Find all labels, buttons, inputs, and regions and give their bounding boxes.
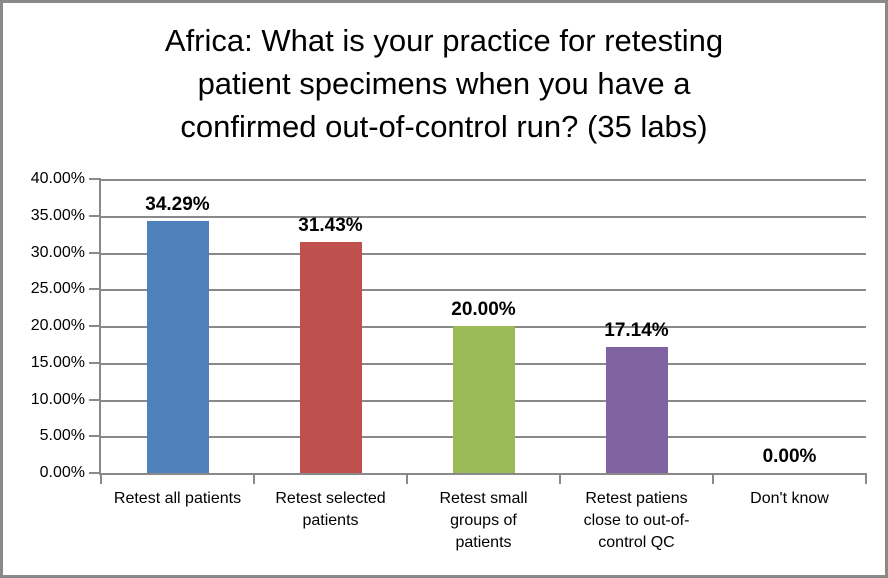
y-axis-tick-label: 35.00% (30, 206, 85, 224)
bar-value-label: 20.00% (451, 299, 516, 320)
y-axis-tick (89, 398, 101, 401)
y-axis-tick-label: 5.00% (39, 427, 85, 445)
y-axis-tick-label: 0.00% (39, 464, 85, 481)
x-axis-category-label: Retest small groups of patients (439, 490, 528, 551)
chart-title: Africa: What is your practice for retest… (164, 23, 724, 144)
bar-value-label: 0.00% (762, 446, 817, 467)
y-axis-tick (89, 214, 101, 217)
x-axis-tick (406, 473, 408, 484)
gridline (101, 179, 866, 181)
y-axis-tick-label: 20.00% (30, 317, 85, 334)
category-slot: 34.29% Retest all patients (101, 179, 254, 507)
y-axis-tick-label: 10.00% (30, 390, 85, 408)
x-axis-category-label: Retest selected patients (275, 490, 386, 529)
category-slot: 20.00% Retest small groups of patients (407, 179, 560, 551)
x-axis-tick (253, 473, 255, 484)
y-axis-tick (89, 325, 101, 327)
x-axis-tick (712, 473, 714, 484)
category-slot: 17.14% Retest patiens close to out-of- co… (560, 179, 713, 551)
bar-value-label: 31.43% (298, 215, 363, 236)
y-axis-tick-label: 40.00% (30, 170, 85, 187)
bar-value-label: 17.14% (604, 320, 669, 342)
category-slot: 0.00% Don't know (713, 179, 866, 507)
bar-value-label: 34.29% (145, 193, 210, 215)
bar (452, 326, 515, 473)
plot-area: 0.00% 5.00% 10.00% 15.00% 20.00% 25.00% 30.00%… (31, 170, 867, 551)
x-axis-tick (559, 473, 561, 484)
x-axis-tick (100, 473, 102, 484)
y-axis-tick (89, 472, 101, 474)
y-axis-tick (89, 361, 101, 364)
y-axis-tick (89, 288, 101, 291)
category-slot: 31.43% Retest selected patients (254, 179, 407, 529)
x-axis-category-label: Don't know (750, 490, 829, 507)
y-axis-tick-label: 25.00% (30, 280, 85, 298)
gridline (101, 215, 866, 218)
x-axis-tick (865, 473, 867, 484)
y-axis-tick-label: 30.00% (30, 243, 85, 261)
y-axis-tick-label: 15.00% (30, 353, 85, 371)
bar (146, 220, 209, 473)
gridline (101, 289, 866, 292)
x-axis-category-label: Retest all patients (113, 490, 242, 507)
y-axis-tick (89, 435, 101, 438)
x-axis-category-label: Retest patiens close to out-of- control … (583, 490, 690, 551)
y-axis-tick (89, 251, 101, 254)
gridline (101, 252, 866, 255)
bar (605, 347, 668, 473)
y-axis-tick (89, 178, 101, 180)
bar (299, 242, 362, 473)
